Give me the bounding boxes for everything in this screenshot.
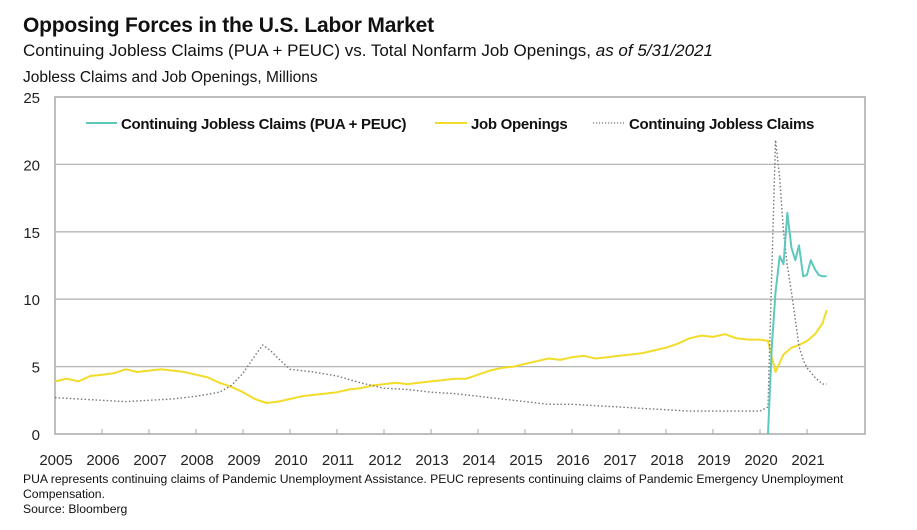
x-tick-label-2017: 2017 [603, 452, 636, 469]
subtitle-date: as of 5/31/2021 [595, 41, 713, 60]
x-tick-label-2012: 2012 [368, 452, 401, 469]
footnote-line-1: PUA represents continuing claims of Pand… [23, 472, 844, 486]
y-axis-title: Jobless Claims and Job Openings, Million… [23, 69, 318, 86]
legend-item-pua-peuc: Continuing Jobless Claims (PUA + PEUC) [86, 116, 407, 133]
y-axis-ticks: 0 5 10 15 20 25 [23, 90, 40, 444]
x-tick-label-2018: 2018 [650, 452, 683, 469]
y-tick-label-0: 0 [32, 427, 40, 444]
legend-item-job-openings-label: Job Openings [471, 116, 567, 133]
y-tick-label-20: 20 [23, 157, 40, 174]
legend-item-job-openings: Job Openings [435, 116, 568, 133]
legend-item-continuing-claims-label: Continuing Jobless Claims [629, 116, 814, 133]
gridlines [54, 96, 866, 435]
series-line-job-openings [54, 309, 828, 404]
x-tick-label-2020: 2020 [744, 452, 777, 469]
y-tick-label-10: 10 [23, 292, 40, 309]
subtitle-main: Continuing Jobless Claims (PUA + PEUC) v… [23, 41, 596, 60]
legend: Continuing Jobless Claims (PUA + PEUC) Jo… [86, 116, 814, 133]
x-tick-label-2016: 2016 [556, 452, 589, 469]
series-lines [54, 139, 828, 435]
x-tick-label-2010: 2010 [274, 452, 307, 469]
series-line-pua-peuc [767, 211, 827, 435]
x-tick-label-2013: 2013 [415, 452, 448, 469]
chart-title: Opposing Forces in the U.S. Labor Market [23, 14, 434, 37]
x-tick-label-2015: 2015 [509, 452, 542, 469]
footnote: PUA represents continuing claims of Pand… [23, 472, 903, 517]
x-tick-label-2009: 2009 [227, 452, 260, 469]
x-tick-label-2011: 2011 [322, 452, 354, 469]
x-axis-ticks: 2005 2006 2007 2008 2009 2010 2011 2012 2013 2014… [39, 429, 825, 469]
footnote-line-2: Compensation. [23, 487, 105, 501]
chart-subtitle: Continuing Jobless Claims (PUA + PEUC) v… [23, 41, 713, 61]
x-tick-label-2021: 2021 [791, 452, 824, 469]
x-tick-label-2014: 2014 [462, 452, 495, 469]
source-note: Source: Bloomberg [23, 502, 128, 516]
legend-item-pua-peuc-label: Continuing Jobless Claims (PUA + PEUC) [121, 116, 406, 133]
series-line-continuing-claims [54, 139, 827, 412]
x-tick-label-2006: 2006 [86, 452, 119, 469]
x-tick-label-2008: 2008 [180, 452, 213, 469]
y-tick-label-25: 25 [23, 90, 40, 107]
x-tick-label-2019: 2019 [697, 452, 730, 469]
plot-frame [54, 96, 866, 435]
y-tick-label-15: 15 [23, 225, 40, 242]
y-tick-label-5: 5 [32, 360, 40, 377]
legend-item-continuing-claims: Continuing Jobless Claims [593, 116, 814, 133]
x-tick-label-2005: 2005 [39, 452, 72, 469]
x-tick-label-2007: 2007 [133, 452, 166, 469]
